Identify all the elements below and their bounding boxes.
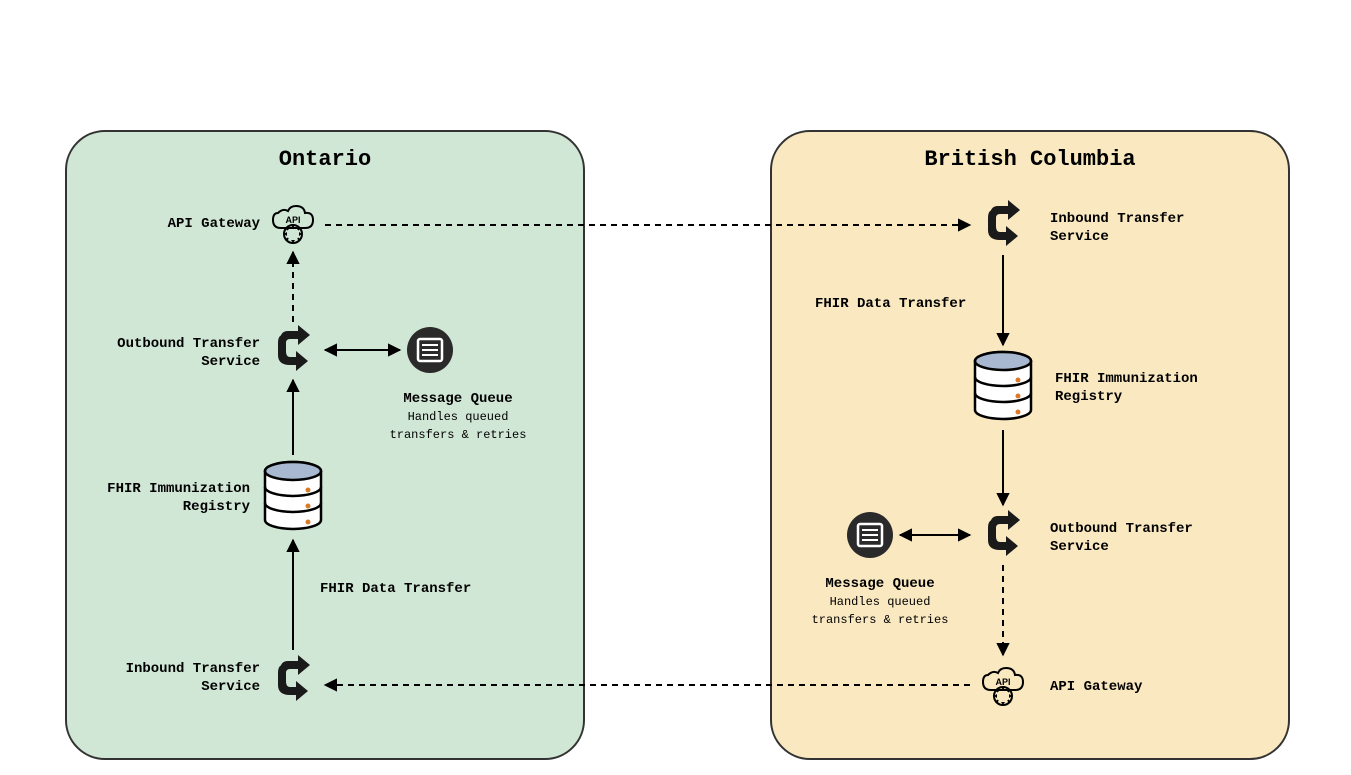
label-bc-api: API Gateway: [1050, 678, 1142, 696]
api-icon: API: [978, 660, 1028, 715]
db-icon: [970, 350, 1036, 429]
label-bc-reg: FHIR ImmunizationRegistry: [1055, 370, 1255, 406]
label-on-in: Inbound TransferService: [80, 660, 260, 696]
edge-label-on-fhir: FHIR Data Transfer: [320, 580, 471, 598]
svg-text:API: API: [995, 677, 1010, 687]
label-on-mq: Message Queue Handles queuedtransfers & …: [378, 390, 538, 445]
label-bc-in: Inbound TransferService: [1050, 210, 1250, 246]
label-on-reg: FHIR ImmunizationRegistry: [70, 480, 250, 516]
edge-label-bc-fhir: FHIR Data Transfer: [815, 295, 966, 313]
mq-icon: [405, 325, 455, 380]
swirl-icon: [268, 325, 318, 380]
db-icon: [260, 460, 326, 539]
api-icon: API: [268, 198, 318, 253]
label-bc-out: Outbound TransferService: [1050, 520, 1250, 556]
mq-icon: [845, 510, 895, 565]
panel-ontario-title: Ontario: [67, 147, 583, 172]
label-on-api: API Gateway: [130, 215, 260, 233]
label-bc-mq: Message Queue Handles queuedtransfers & …: [800, 575, 960, 630]
swirl-icon: [978, 200, 1028, 255]
label-on-out: Outbound TransferService: [80, 335, 260, 371]
swirl-icon: [268, 655, 318, 710]
panel-bc-title: British Columbia: [772, 147, 1288, 172]
svg-text:API: API: [285, 215, 300, 225]
swirl-icon: [978, 510, 1028, 565]
